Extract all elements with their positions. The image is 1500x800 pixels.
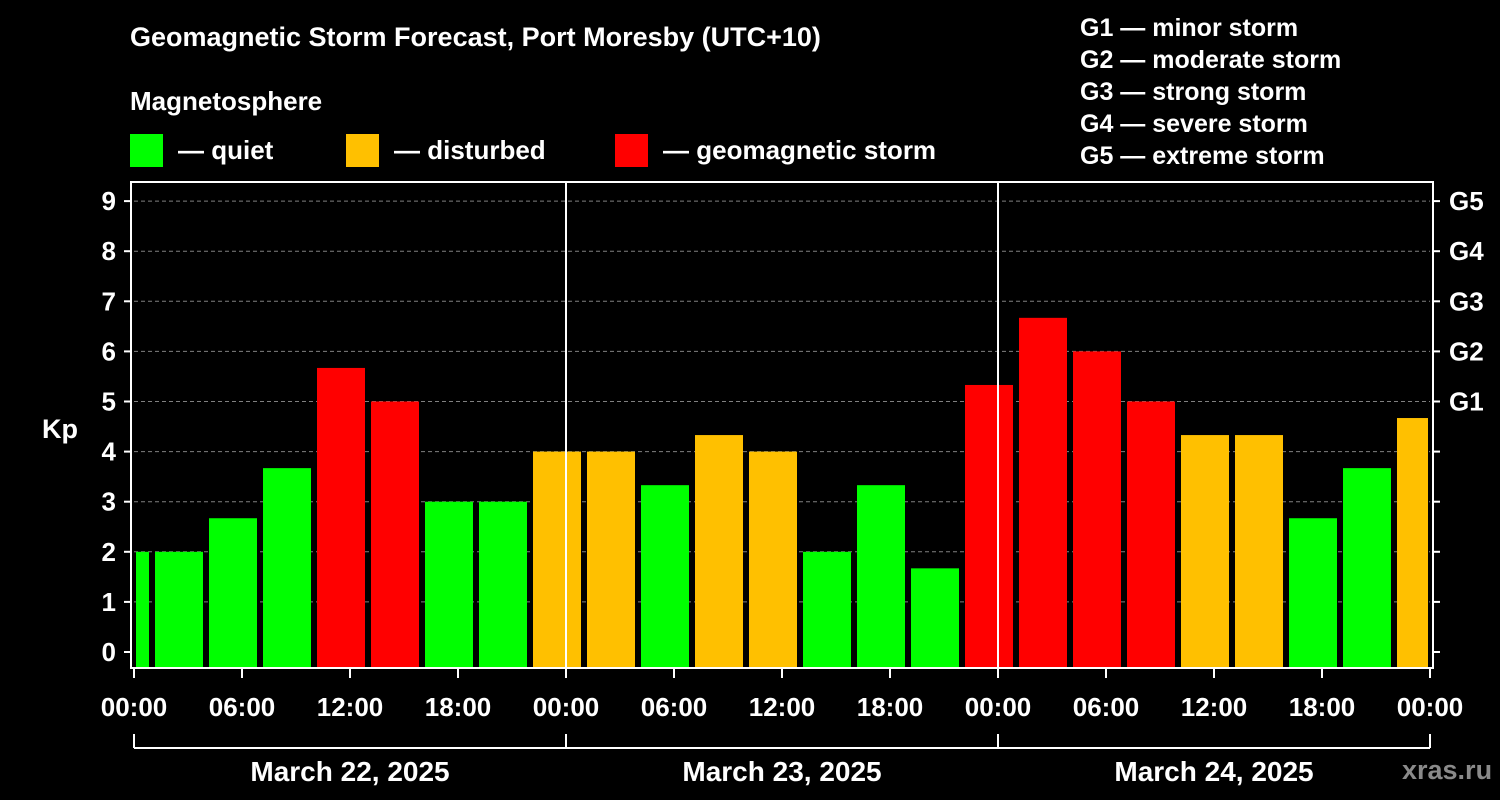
- g-scale-g2: G2 — moderate storm: [1080, 46, 1342, 74]
- kp-bar: [263, 468, 311, 668]
- legend-item-quiet: — quiet: [130, 133, 273, 167]
- x-tick-label: 06:00: [641, 692, 708, 722]
- kp-bar: [641, 485, 689, 668]
- y-axis-label: Kp: [42, 414, 78, 444]
- kp-bar: [1235, 435, 1283, 668]
- kp-bar: [1019, 317, 1067, 668]
- y-tick-label: 8: [102, 236, 116, 266]
- legend-item-disturbed: — disturbed: [346, 133, 546, 167]
- kp-bar: [1289, 518, 1337, 668]
- legend-title: Magnetosphere: [130, 86, 323, 116]
- x-tick-label: 12:00: [1181, 692, 1248, 722]
- g-axis-label: G2: [1449, 336, 1484, 366]
- y-tick-label: 0: [102, 637, 116, 667]
- watermark: xras.ru: [1402, 755, 1493, 785]
- kp-bar: [857, 485, 905, 668]
- g-scale-g4: G4 — severe storm: [1080, 110, 1308, 138]
- legend-swatch-storm: [615, 133, 648, 167]
- chart-title: Geomagnetic Storm Forecast, Port Moresby…: [130, 22, 821, 52]
- x-tick-label: 12:00: [749, 692, 816, 722]
- legend-item-storm: — geomagnetic storm: [615, 133, 936, 167]
- legend-swatch-quiet: [130, 133, 163, 167]
- y-tick-label: 4: [102, 437, 117, 467]
- y-tick-label: 3: [102, 487, 116, 517]
- kp-bar: [425, 501, 473, 668]
- kp-bar: [1181, 435, 1229, 668]
- x-tick-label: 18:00: [857, 692, 924, 722]
- g-axis-label: G4: [1449, 236, 1484, 266]
- kp-bar: [371, 401, 419, 668]
- kp-bar: [479, 501, 527, 668]
- legend-label-storm: — geomagnetic storm: [663, 134, 937, 165]
- y-tick-label: 6: [102, 336, 116, 366]
- day-label: March 22, 2025: [250, 756, 449, 787]
- g-scale-g3: G3 — strong storm: [1080, 78, 1307, 106]
- kp-bar: [136, 551, 149, 668]
- x-tick-label: 18:00: [1289, 692, 1356, 722]
- g-scale-legend: G1 — minor storm G2 — moderate storm G3 …: [1080, 12, 1341, 172]
- kp-bar: [803, 551, 851, 668]
- day-label: March 23, 2025: [682, 756, 881, 787]
- g-scale-g5: G5 — extreme storm: [1080, 142, 1325, 170]
- x-tick-label: 06:00: [209, 692, 276, 722]
- legend-label-disturbed: — disturbed: [394, 134, 546, 165]
- x-tick-label: 00:00: [101, 692, 168, 722]
- kp-bar: [155, 551, 203, 668]
- kp-bar: [317, 367, 365, 668]
- kp-bar: [749, 451, 797, 668]
- g-axis-label: G3: [1449, 286, 1484, 316]
- kp-bar: [965, 384, 1013, 668]
- kp-bar: [1127, 401, 1175, 668]
- y-tick-label: 9: [102, 186, 116, 216]
- g-scale-g1: G1 — minor storm: [1080, 14, 1299, 42]
- y-tick-label: 5: [102, 387, 116, 417]
- y-tick-label: 1: [102, 587, 116, 617]
- g-axis-label: G5: [1449, 186, 1484, 216]
- kp-bar: [1073, 351, 1121, 668]
- legend-label-quiet: — quiet: [178, 134, 274, 165]
- x-tick-label: 00:00: [1397, 692, 1464, 722]
- g-axis-label: G1: [1449, 387, 1484, 417]
- kp-bar: [1397, 418, 1428, 668]
- y-tick-label: 7: [102, 286, 116, 316]
- kp-bar: [911, 568, 959, 668]
- x-tick-label: 12:00: [317, 692, 384, 722]
- kp-bar: [695, 435, 743, 668]
- legend-swatch-disturbed: [346, 133, 379, 167]
- x-tick-label: 18:00: [425, 692, 492, 722]
- kp-bar: [533, 451, 581, 668]
- x-tick-label: 06:00: [1073, 692, 1140, 722]
- x-tick-label: 00:00: [533, 692, 600, 722]
- x-tick-label: 00:00: [965, 692, 1032, 722]
- day-label: March 24, 2025: [1114, 756, 1313, 787]
- kp-bar: [1343, 468, 1391, 668]
- y-tick-label: 2: [102, 537, 116, 567]
- kp-bar: [209, 518, 257, 668]
- kp-bar: [587, 451, 635, 668]
